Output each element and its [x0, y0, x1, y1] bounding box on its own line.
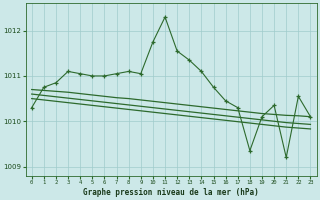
X-axis label: Graphe pression niveau de la mer (hPa): Graphe pression niveau de la mer (hPa) [83, 188, 259, 197]
